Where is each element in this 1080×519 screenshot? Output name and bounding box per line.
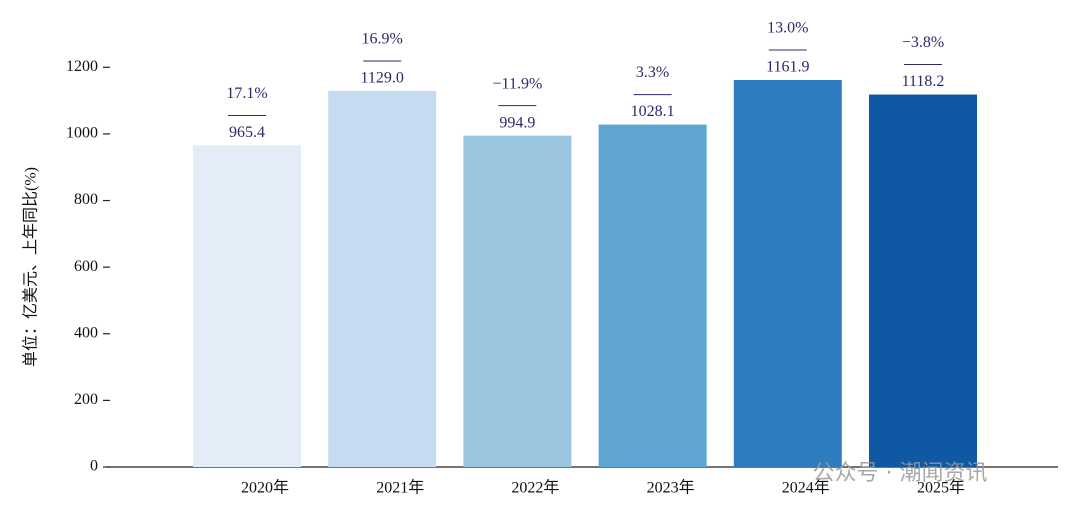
value-label: 1161.9 [766, 59, 809, 76]
y-axis-label: 单位：亿美元、上年同比(%) [22, 167, 40, 367]
y-tick-label: 1000 [66, 125, 98, 142]
bar [598, 124, 707, 468]
value-label: 1118.2 [902, 73, 945, 90]
bar [733, 79, 842, 467]
x-tick-label: 2022年 [511, 479, 559, 497]
x-tick-label: 2023年 [647, 479, 695, 497]
yoy-label: 13.0% [767, 20, 808, 37]
x-tick-label: 2020年 [241, 479, 289, 497]
y-tick-label: 800 [74, 191, 98, 208]
x-tick-label: 2024年 [782, 479, 830, 497]
value-label: 1028.1 [631, 103, 675, 120]
x-tick-label: 2021年 [376, 479, 424, 497]
y-tick-label: 0 [90, 458, 98, 475]
yoy-label: −3.8% [902, 34, 944, 51]
bar [463, 135, 572, 467]
yoy-label: −11.9% [493, 75, 543, 92]
value-label: 1129.0 [360, 70, 403, 87]
y-tick-label: 400 [74, 324, 98, 341]
y-tick-label: 200 [74, 391, 98, 408]
yoy-label: 3.3% [636, 64, 669, 81]
bar [193, 145, 301, 467]
yoy-label: 17.1% [226, 85, 267, 102]
y-tick-label: 1200 [66, 58, 98, 75]
yoy-label: 16.9% [362, 31, 403, 48]
value-label: 994.9 [499, 114, 535, 131]
value-label: 965.4 [229, 124, 265, 141]
y-tick-label: 600 [74, 258, 98, 275]
bar [328, 90, 437, 468]
bar [869, 94, 977, 468]
watermark: 公众号 · 潮闻资讯 [813, 461, 988, 486]
x-tick-label: 2025年 [917, 479, 965, 497]
